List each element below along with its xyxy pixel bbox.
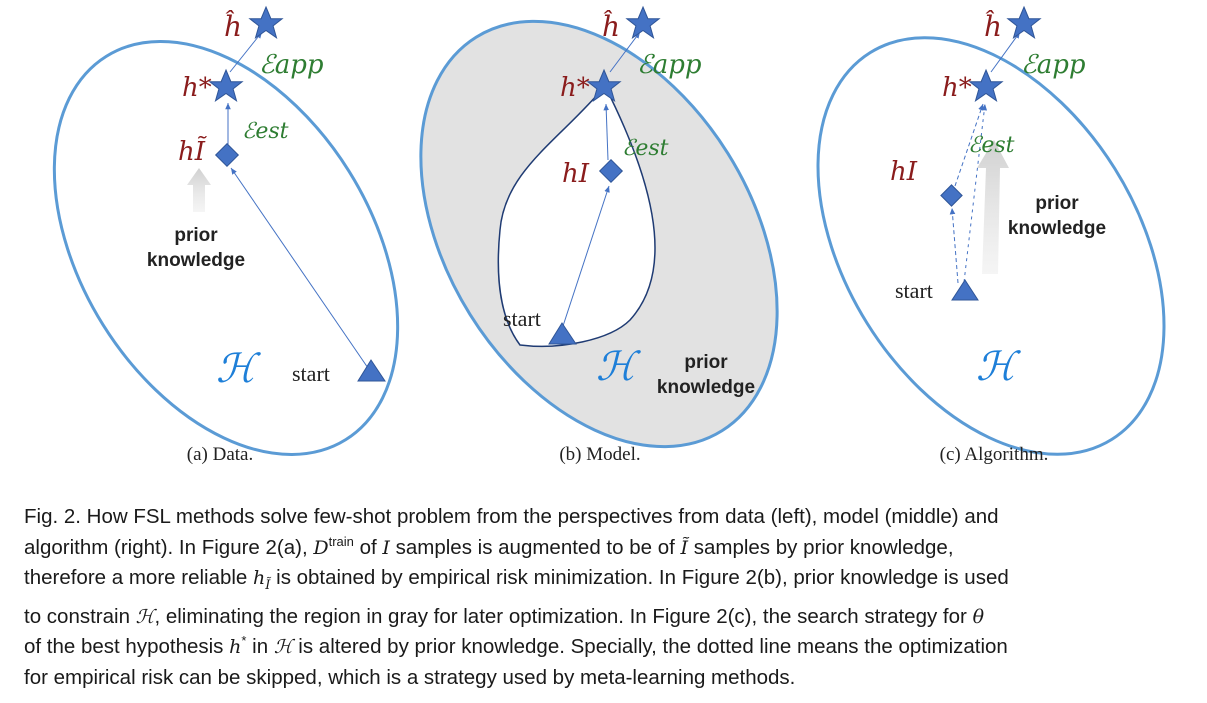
start-label: start — [503, 306, 541, 331]
h-hat-star-icon — [1007, 6, 1041, 39]
h-hat-star-icon — [249, 6, 283, 39]
arrow-start-to-h-star-dotted — [963, 103, 988, 283]
arrow-h-mid-to-h-star — [603, 103, 610, 161]
h-hat-label: ĥ — [984, 10, 1002, 43]
h-hat-label: ĥ — [224, 10, 242, 43]
arrow-h-star-to-h-hat — [990, 31, 1021, 73]
eps-app-label: ℰapp — [1021, 50, 1086, 80]
h-mid-label: hĨ — [178, 135, 208, 167]
prior-label: prior — [174, 225, 218, 246]
eps-app-label: ℰapp — [259, 50, 324, 80]
arrow-h-star-to-h-hat — [609, 31, 641, 73]
hypothesis-space-ellipse — [816, 36, 1166, 456]
prior-knowledge-arrow-icon — [187, 168, 211, 212]
prior-label: prior — [1035, 193, 1079, 214]
hypothesis-space-ellipse — [52, 40, 400, 456]
knowledge-label: knowledge — [147, 250, 245, 271]
knowledge-label: knowledge — [657, 377, 755, 398]
h-star-star-icon — [969, 69, 1003, 102]
caption-line: Fig. 2. How FSL methods solve few-shot p… — [24, 505, 999, 528]
caption-line: of the best hypothesis h* in ℋ is altere… — [24, 633, 1008, 659]
panel-b: ĥ ℰapp h* ℰest hI start ℋ prior knowledg… — [419, 6, 779, 465]
start-triangle-icon — [951, 279, 979, 301]
hypothesis-space-label: ℋ — [216, 346, 261, 392]
start-triangle-icon — [357, 359, 386, 382]
arrow-start-to-h-mid — [562, 185, 610, 327]
start-label: start — [895, 278, 933, 303]
h-star-label: h* — [182, 73, 212, 103]
hypothesis-space-label: ℋ — [976, 344, 1021, 390]
start-triangle-icon — [548, 322, 577, 345]
panel-c: ĥ ℰapp h* ℰest hI prior knowledge start … — [816, 6, 1166, 465]
h-hat-star-icon — [626, 6, 660, 39]
h-star-label: h* — [942, 73, 972, 103]
caption-line: therefore a more reliable hĨ is obtained… — [24, 566, 1009, 594]
prior-knowledge-arrow-icon — [977, 140, 1009, 274]
hypothesis-space-label: ℋ — [596, 344, 641, 390]
start-label: start — [292, 361, 330, 386]
h-mid-diamond-icon — [940, 184, 963, 207]
subcaption-a: (a) Data. — [187, 444, 253, 465]
eps-est-label: ℰest — [242, 119, 289, 144]
figure-diagrams: ĥ ℰapp h* ℰest hĨ prior knowledge ℋ star… — [52, 6, 1166, 465]
h-mid-label: hI — [562, 159, 590, 189]
h-mid-label: hI — [890, 157, 918, 187]
constrained-region — [497, 84, 656, 348]
subcaption-b: (b) Model. — [559, 444, 640, 465]
knowledge-label: knowledge — [1008, 218, 1106, 239]
arrow-h-star-to-h-hat — [229, 31, 263, 73]
arrow-start-to-h-mid — [949, 207, 959, 284]
subcaption-c: (c) Algorithm. — [940, 444, 1049, 465]
eps-app-label: ℰapp — [637, 50, 702, 80]
h-mid-diamond-icon — [598, 158, 624, 184]
caption-line: to constrain ℋ, eliminating the region i… — [24, 604, 985, 628]
eps-est-label: ℰest — [968, 133, 1015, 158]
figure-caption: Fig. 2. How FSL methods solve few-shot p… — [24, 502, 1190, 693]
h-star-label: h* — [560, 73, 590, 103]
h-mid-diamond-icon — [214, 142, 240, 168]
caption-line: for empirical risk can be skipped, which… — [24, 665, 796, 689]
arrow-start-to-h-mid — [230, 167, 369, 369]
eps-est-label: ℰest — [622, 136, 669, 161]
panel-a: ĥ ℰapp h* ℰest hĨ prior knowledge ℋ star… — [52, 6, 400, 465]
arrow-h-mid-to-h-star — [954, 103, 984, 187]
h-star-star-icon — [209, 69, 243, 102]
h-hat-label: ĥ — [602, 10, 620, 43]
caption-line: algorithm (right). In Figure 2(a), Dtrai… — [24, 533, 954, 559]
prior-label: prior — [684, 352, 728, 373]
